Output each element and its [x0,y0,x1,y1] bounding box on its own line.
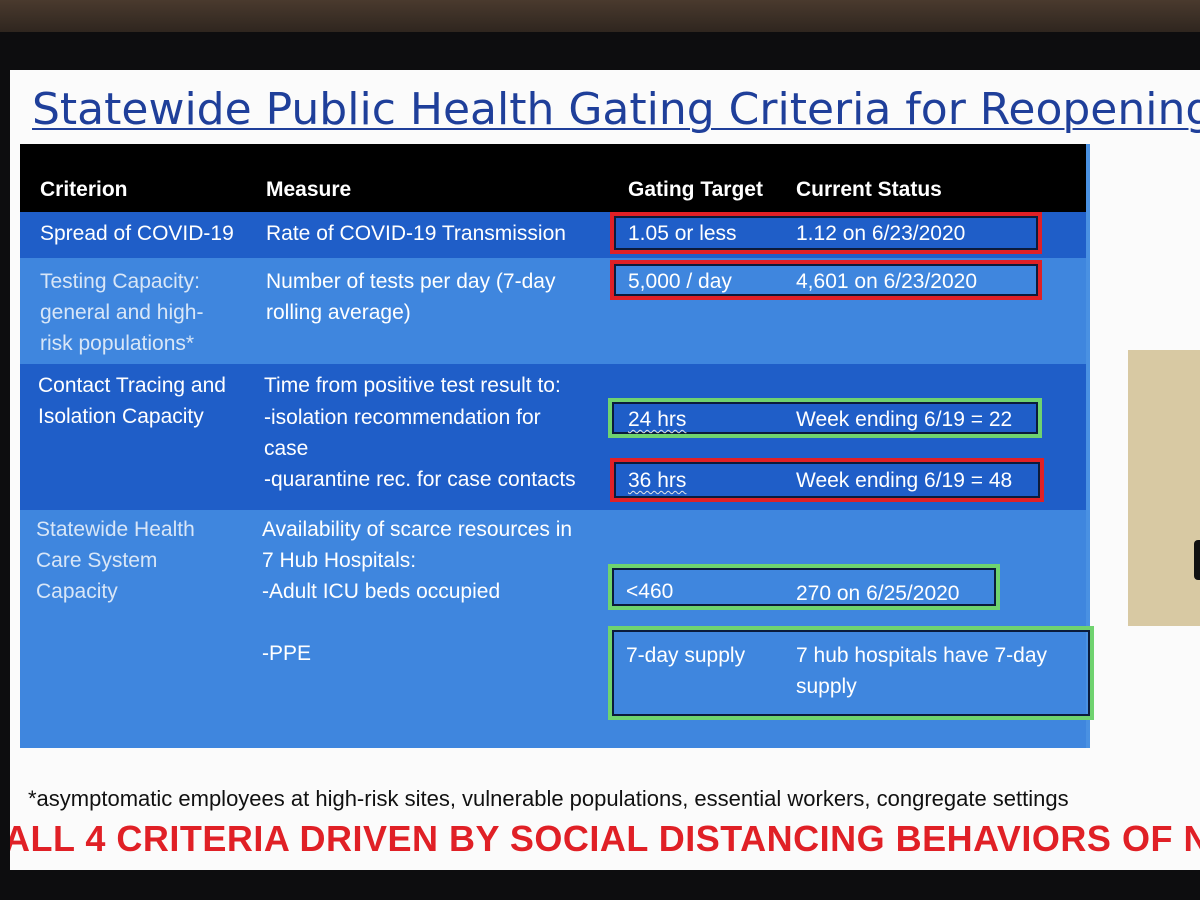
target-transmission: 1.05 or less [628,222,737,245]
measure-time-from-test: Time from positive test result to: [264,374,561,397]
status-box-testing [610,260,1042,300]
status-quarantine: Week ending 6/19 = 48 [796,469,1013,492]
slide: Statewide Public Health Gating Criteria … [10,70,1200,870]
measure-icu-beds: -Adult ICU beds occupied [262,580,501,603]
criterion-health-care: Statewide Health Care System Capacity [36,518,195,603]
status-box-isolation [608,398,1042,438]
status-transmission: 1.12 on 6/23/2020 [796,222,966,245]
status-isolation: Week ending 6/19 = 22 [796,408,1013,431]
target-isolation: 24 hrs [628,408,687,431]
target-ppe: 7-day supply [626,644,746,667]
measure-transmission: Rate of COVID-19 Transmission [266,222,566,245]
status-icu: 270 on 6/25/2020 [796,582,960,605]
col-header-target: Gating Target [628,178,763,201]
status-box-ppe [608,626,1094,720]
col-header-measure: Measure [266,178,352,201]
col-header-status: Current Status [796,178,942,201]
criterion-contact-tracing: Contact Tracing and Isolation Capacity [38,374,226,428]
footnote: *asymptomatic employees at high-risk sit… [28,786,1069,811]
measure-tests-per-day: Number of tests per day (7-day rolling a… [266,270,556,324]
target-quarantine: 36 hrs [628,469,687,492]
measure-ppe: -PPE [262,642,312,665]
criterion-spread: Spread of COVID-19 [40,222,234,245]
target-icu: <460 [626,580,674,603]
status-box-transmission [610,212,1042,254]
measure-isolation: -isolation recommendation for case [264,406,541,460]
measure-scarce-resources: Availability of scarce resources in 7 Hu… [262,518,573,572]
status-ppe: 7 hub hospitals have 7-day supply [796,644,1048,698]
status-box-quarantine [610,458,1044,502]
table-row [20,258,1086,364]
slide-title: Statewide Public Health Gating Criteria … [32,84,1200,135]
tv-bezel-top [0,0,1200,38]
status-box-icu [608,564,1000,610]
target-testing: 5,000 / day [628,270,732,293]
table-header: Criterion Measure Gating Target Current … [20,144,1086,212]
side-easel-card [1128,350,1200,626]
status-testing: 4,601 on 6/23/2020 [796,270,978,293]
banner-message: ALL 4 CRITERIA DRIVEN BY SOCIAL DISTANCI… [10,818,1200,859]
measure-quarantine: -quarantine rec. for case contacts [264,468,576,491]
col-header-criterion: Criterion [40,178,128,201]
criterion-testing: Testing Capacity: general and high- risk… [40,270,204,355]
